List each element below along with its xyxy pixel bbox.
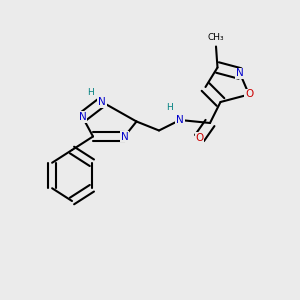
Text: H: H: [166, 103, 173, 112]
Text: O: O: [195, 133, 204, 143]
Text: N: N: [236, 68, 244, 79]
Text: N: N: [121, 131, 128, 142]
Text: O: O: [245, 89, 253, 100]
Text: N: N: [176, 115, 184, 125]
Text: H: H: [87, 88, 93, 98]
Text: N: N: [98, 97, 106, 107]
Text: N: N: [79, 112, 86, 122]
Text: CH₃: CH₃: [208, 33, 224, 42]
